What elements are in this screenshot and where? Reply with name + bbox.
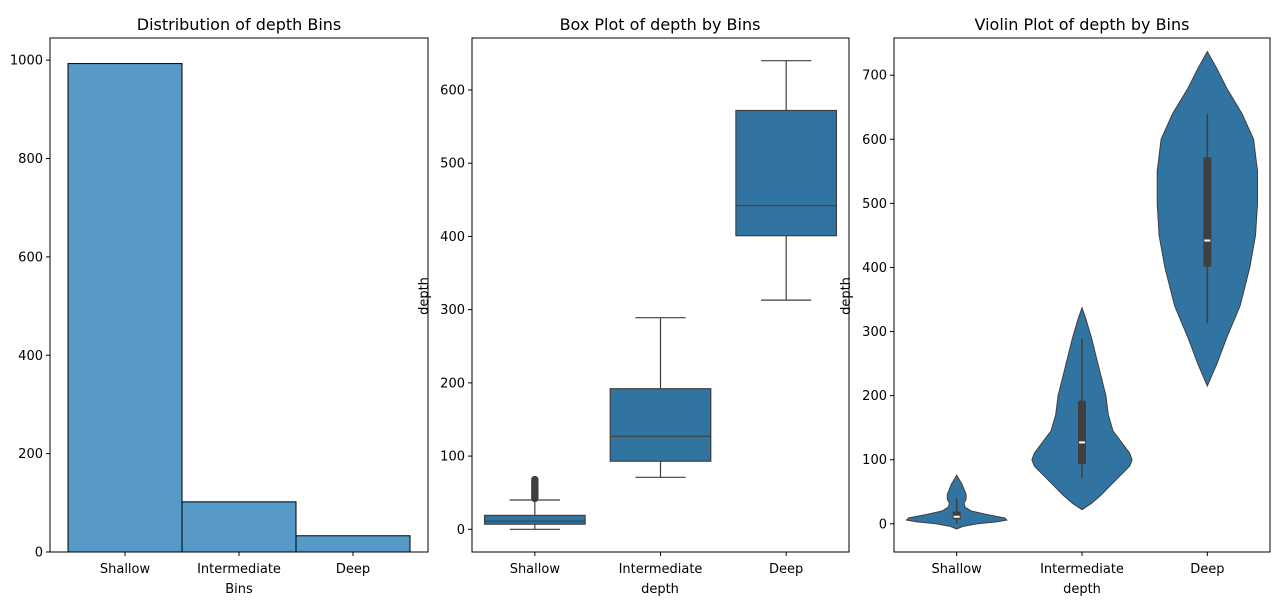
y-tick-label: 600 bbox=[18, 250, 43, 265]
y-tick-label: 100 bbox=[862, 453, 887, 468]
violin-iqr-intermediate bbox=[1078, 400, 1086, 465]
y-tick-label: 600 bbox=[440, 83, 465, 98]
bar-deep bbox=[295, 535, 411, 553]
x-tick-label: Shallow bbox=[100, 562, 151, 577]
violin-iqr-deep bbox=[1203, 157, 1212, 267]
histogram-y-ticks: 0 200 400 600 800 1000 bbox=[10, 54, 50, 561]
violin-title: Violin Plot of depth by Bins bbox=[975, 15, 1190, 34]
boxplot-x-ticks: Shallow Intermediate Deep bbox=[510, 552, 803, 577]
histogram-x-label: Bins bbox=[225, 582, 253, 597]
box-shallow bbox=[483, 514, 586, 525]
panel-violin: Violin Plot of depth by Bins 0 100 200 300 4… bbox=[839, 15, 1271, 597]
y-tick-label: 0 bbox=[879, 517, 887, 532]
boxplot-y-ticks: 0 100 200 300 400 500 600 bbox=[440, 83, 472, 538]
boxplot-x-label: depth bbox=[641, 582, 679, 597]
x-tick-label: Deep bbox=[1190, 562, 1224, 577]
panel-boxplot: Box Plot of depth by Bins 0 100 200 300 400 5… bbox=[417, 15, 850, 597]
bar-intermediate bbox=[181, 501, 297, 553]
y-tick-label: 0 bbox=[457, 523, 465, 538]
y-tick-label: 300 bbox=[440, 303, 465, 318]
y-tick-label: 300 bbox=[862, 325, 887, 340]
x-tick-label: Deep bbox=[769, 562, 803, 577]
y-tick-label: 500 bbox=[862, 197, 887, 212]
outlier-shallow bbox=[531, 475, 539, 484]
violin-iqr-shallow bbox=[952, 511, 961, 520]
y-tick-label: 800 bbox=[18, 152, 43, 167]
x-tick-label: Shallow bbox=[510, 562, 561, 577]
violin-y-label: depth bbox=[839, 277, 854, 315]
y-tick-label: 700 bbox=[862, 69, 887, 84]
x-tick-label: Shallow bbox=[932, 562, 983, 577]
y-tick-label: 0 bbox=[35, 546, 43, 561]
violin-x-ticks: Shallow Intermediate Deep bbox=[932, 552, 1224, 577]
y-tick-label: 100 bbox=[440, 450, 465, 465]
y-tick-label: 400 bbox=[440, 230, 465, 245]
x-tick-label: Intermediate bbox=[197, 562, 281, 577]
histogram-x-ticks: Shallow Intermediate Deep bbox=[100, 552, 370, 577]
boxplot-title: Box Plot of depth by Bins bbox=[560, 15, 761, 34]
panel-histogram: Distribution of depth Bins 0 200 400 600 800… bbox=[10, 15, 429, 597]
x-tick-label: Intermediate bbox=[1040, 562, 1124, 577]
box-intermediate bbox=[609, 388, 712, 462]
bar-shallow bbox=[67, 63, 183, 553]
boxplot-y-label: depth bbox=[417, 277, 432, 315]
y-tick-label: 500 bbox=[440, 157, 465, 172]
x-tick-label: Deep bbox=[336, 562, 370, 577]
histogram-marks bbox=[67, 63, 411, 553]
boxplot-marks bbox=[483, 60, 838, 530]
violin-y-ticks: 0 100 200 300 400 500 600 700 bbox=[862, 69, 894, 532]
y-tick-label: 400 bbox=[18, 349, 43, 364]
y-tick-label: 200 bbox=[862, 389, 887, 404]
violin-x-label: depth bbox=[1063, 582, 1101, 597]
box-deep bbox=[735, 109, 838, 237]
x-tick-label: Intermediate bbox=[619, 562, 703, 577]
y-tick-label: 1000 bbox=[10, 54, 43, 69]
violin-marks bbox=[905, 50, 1258, 530]
histogram-title: Distribution of depth Bins bbox=[137, 15, 342, 34]
y-tick-label: 600 bbox=[862, 133, 887, 148]
y-tick-label: 200 bbox=[440, 376, 465, 391]
y-tick-label: 400 bbox=[862, 261, 887, 276]
y-tick-label: 200 bbox=[18, 447, 43, 462]
